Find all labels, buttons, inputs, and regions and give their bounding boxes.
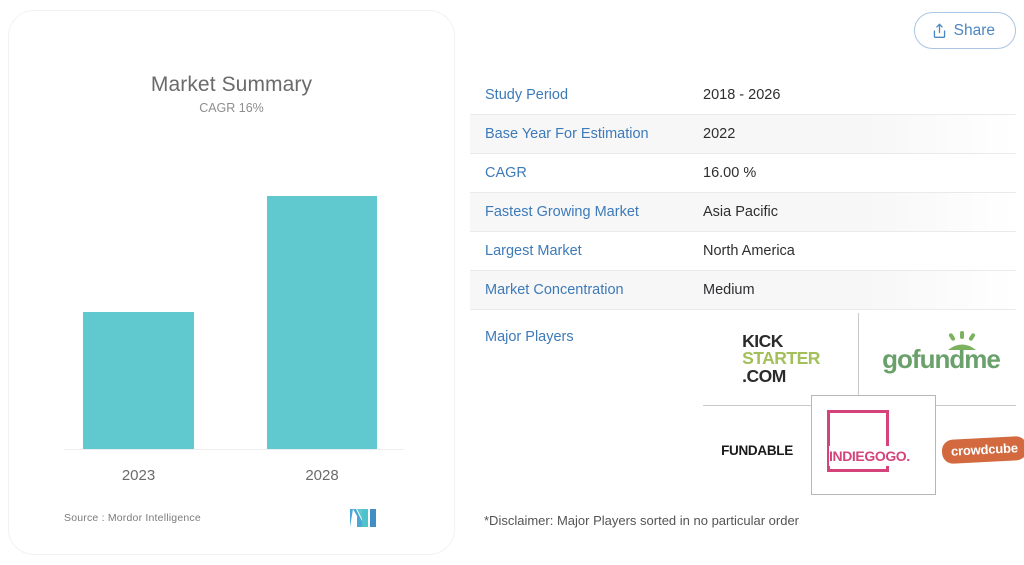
share-upload-icon <box>932 23 947 39</box>
kickstarter-line-3: .COM <box>742 365 786 386</box>
major-players-row: Major Players KICK STARTER .COM <box>470 310 1024 495</box>
player-logo-kickstarter: KICK STARTER .COM <box>711 316 851 402</box>
chart-source-text: Source : Mordor Intelligence <box>64 512 201 524</box>
major-players-logo-grid: KICK STARTER .COM <box>703 310 1024 495</box>
gofundme-wordmark: gofundme <box>882 343 1001 374</box>
row-label-cagr: CAGR <box>485 165 527 181</box>
indiegogo-square-icon <box>827 410 889 472</box>
table-row: Base Year For Estimation 2022 <box>470 115 1016 154</box>
row-value-cagr: 16.00 % <box>703 165 757 181</box>
row-value-largest-market: North America <box>703 243 795 259</box>
chart-baseline <box>64 449 404 450</box>
player-logo-fundable: FUNDABLE <box>707 408 807 492</box>
indiegogo-wordmark: INDIEGOGO. <box>829 446 929 466</box>
row-label-market-concentration: Market Concentration <box>485 282 624 298</box>
row-label-fastest-growing-market: Fastest Growing Market <box>485 204 639 220</box>
mordor-intelligence-logo <box>349 508 381 528</box>
table-row: Largest Market North America <box>470 232 1016 271</box>
row-value-fastest-growing-market: Asia Pacific <box>703 204 778 220</box>
table-row: Fastest Growing Market Asia Pacific <box>470 193 1016 232</box>
player-logo-gofundme: gofundme <box>866 316 1016 402</box>
bar-chart-plot-area: 2023 2028 <box>9 131 456 501</box>
bar-label-2023: 2023 <box>121 467 156 484</box>
row-label-largest-market: Largest Market <box>485 243 582 259</box>
row-value-study-period: 2018 - 2026 <box>703 87 781 103</box>
player-logo-crowdcube: crowdcube <box>939 408 1024 492</box>
player-logo-indiegogo: INDIEGOGO. <box>813 397 934 493</box>
fundable-wordmark: FUNDABLE <box>721 442 793 458</box>
share-button[interactable]: Share <box>913 12 1016 49</box>
crowdcube-wordmark: crowdcube <box>941 435 1024 465</box>
table-row: CAGR 16.00 % <box>470 154 1016 193</box>
bar-2028 <box>267 196 377 449</box>
market-info-table: Study Period 2018 - 2026 Base Year For E… <box>470 76 1024 495</box>
logo-grid-vertical-divider <box>858 313 859 405</box>
market-summary-chart-card: Market Summary CAGR 16% 2023 2028 Source… <box>8 10 455 555</box>
bar-label-2028: 2028 <box>305 467 339 484</box>
table-row: Study Period 2018 - 2026 <box>470 76 1016 115</box>
chart-title: Market Summary <box>150 73 313 96</box>
row-value-market-concentration: Medium <box>703 282 755 298</box>
row-label-major-players: Major Players <box>485 329 574 345</box>
table-row: Market Concentration Medium <box>470 271 1016 310</box>
gofundme-sunburst-icon <box>945 327 979 350</box>
row-label-study-period: Study Period <box>485 87 569 103</box>
chart-subtitle: CAGR 16% <box>199 101 264 115</box>
bar-2023 <box>83 312 194 449</box>
kickstarter-line-2: STARTER <box>742 348 820 369</box>
kickstarter-line-1: KICK <box>742 330 783 351</box>
share-button-label: Share <box>953 21 995 39</box>
chart-source-row: Source : Mordor Intelligence <box>9 508 456 532</box>
row-value-base-year: 2022 <box>703 126 736 142</box>
players-disclaimer: *Disclaimer: Major Players sorted in no … <box>484 513 800 528</box>
row-label-base-year: Base Year For Estimation <box>485 126 649 142</box>
